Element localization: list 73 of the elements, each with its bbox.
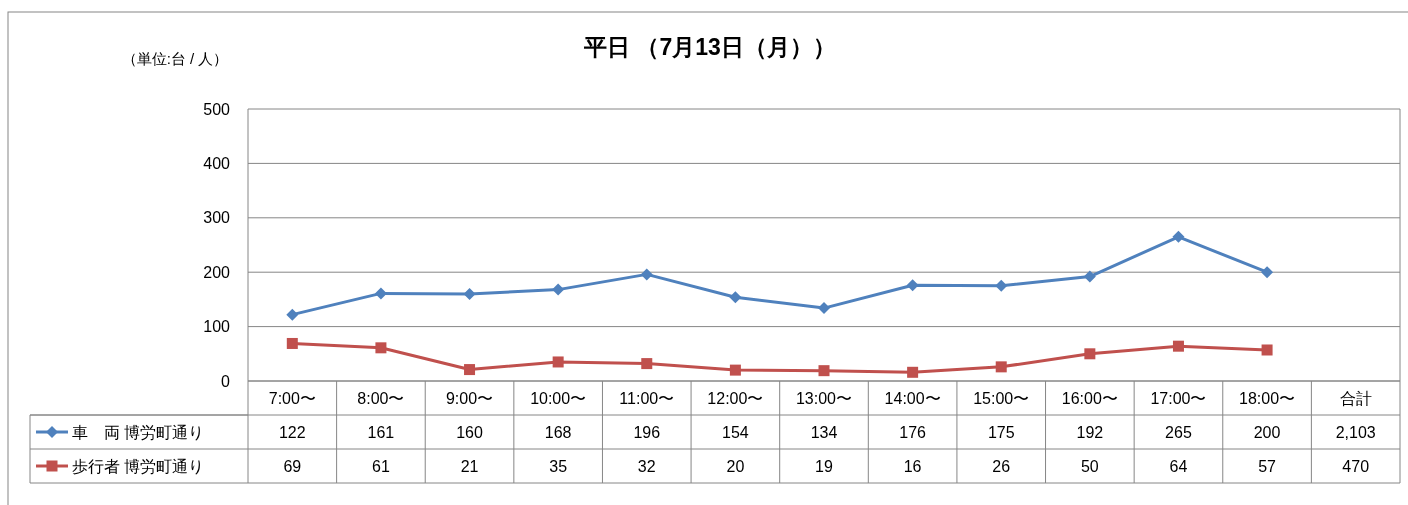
data-label: 134	[810, 423, 838, 441]
data-label: 50	[1080, 457, 1099, 475]
data-label: 32	[637, 457, 656, 475]
data-label: 175	[987, 423, 1015, 441]
point	[1172, 340, 1184, 352]
legend-label: 車 両 博労町通り	[72, 423, 205, 441]
data-label: 192	[1076, 423, 1104, 441]
point	[995, 361, 1007, 373]
chart-title: 平日 （7月13日（月））	[583, 34, 836, 60]
y-tick-label: 400	[203, 154, 231, 172]
data-label: 160	[456, 423, 483, 441]
x-tick-label: 14:00〜	[884, 389, 941, 407]
data-label: 20	[726, 457, 745, 475]
point	[1172, 230, 1185, 243]
point	[463, 287, 476, 300]
x-tick-label: 17:00〜	[1150, 389, 1207, 407]
point	[1261, 344, 1273, 356]
data-label: 200	[1253, 423, 1281, 441]
data-label: 35	[549, 457, 568, 475]
point	[552, 356, 564, 368]
x-tick-label: 18:00〜	[1239, 389, 1296, 407]
point	[818, 365, 830, 377]
point	[286, 308, 299, 321]
data-label: 64	[1169, 457, 1188, 475]
data-label: 196	[633, 423, 661, 441]
point	[286, 337, 298, 349]
point	[552, 283, 565, 296]
point	[1083, 270, 1096, 283]
x-tick-label: 12:00〜	[707, 389, 764, 407]
point	[1261, 266, 1274, 279]
x-tick-label: 7:00〜	[268, 389, 316, 407]
x-tick-label: 15:00〜	[973, 389, 1030, 407]
point	[907, 366, 919, 378]
y-tick-label: 0	[221, 372, 231, 390]
data-label: 168	[544, 423, 572, 441]
point	[906, 279, 919, 292]
legend-label: 歩行者 博労町通り	[72, 457, 205, 475]
y-tick-label: 200	[203, 263, 231, 281]
point	[640, 268, 653, 281]
data-label: 176	[899, 423, 927, 441]
text: （単位:台 / 人）	[121, 49, 229, 67]
point	[1084, 348, 1096, 360]
x-tick-label: 合計	[1339, 389, 1372, 407]
data-label: 265	[1165, 423, 1192, 441]
data-label: 21	[460, 457, 479, 475]
x-tick-label: 16:00〜	[1061, 389, 1118, 407]
point	[375, 342, 387, 354]
data-label: 19	[815, 457, 833, 475]
x-tick-label: 10:00〜	[530, 389, 587, 407]
y-tick-label: 300	[203, 209, 231, 227]
x-tick-label: 8:00〜	[357, 389, 405, 407]
data-label: 122	[278, 423, 306, 441]
x-tick-label: 13:00〜	[795, 389, 853, 407]
text: 2,103	[1335, 423, 1376, 441]
y-tick-label: 500	[203, 100, 231, 118]
data-label: 154	[722, 423, 749, 441]
point	[464, 364, 476, 376]
data-label: 16	[903, 457, 922, 475]
x-tick-label: 11:00〜	[619, 389, 675, 407]
point	[374, 287, 387, 300]
x-tick-label: 9:00〜	[445, 389, 494, 407]
data-label: 26	[992, 457, 1011, 475]
point	[641, 358, 653, 370]
point	[729, 364, 741, 376]
point	[995, 279, 1008, 292]
data-label: 61	[372, 457, 390, 475]
data-label: 161	[367, 423, 395, 441]
data-label: 69	[283, 457, 302, 475]
point	[818, 302, 830, 315]
text: 470	[1342, 457, 1370, 475]
data-label: 57	[1258, 457, 1277, 475]
y-tick-label: 100	[203, 318, 231, 336]
point	[729, 291, 742, 304]
